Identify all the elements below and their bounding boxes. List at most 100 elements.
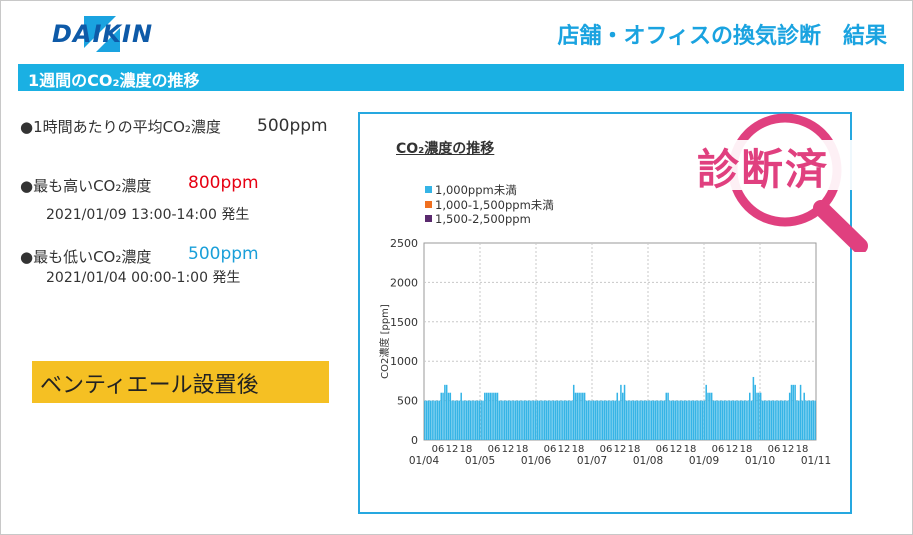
bar — [683, 400, 686, 440]
bar — [759, 392, 762, 440]
bar — [554, 400, 557, 440]
bar — [523, 400, 526, 440]
bar — [651, 400, 653, 440]
x-hour-tick-label: 06 — [656, 444, 669, 455]
bar — [456, 400, 459, 440]
callout-label: ベンティエール設置後 — [40, 373, 259, 398]
bar — [710, 392, 713, 440]
bar — [600, 400, 602, 440]
bar — [700, 400, 702, 440]
bar — [447, 392, 450, 440]
bar — [611, 400, 613, 440]
bar — [431, 400, 433, 440]
y-tick-label: 1000 — [390, 355, 418, 368]
x-hour-tick-label: 06 — [600, 444, 613, 455]
bar — [692, 400, 695, 440]
bar — [547, 400, 550, 440]
min-co2-value: 500ppm — [188, 244, 259, 264]
bar — [464, 400, 466, 440]
bar — [605, 400, 608, 440]
bar — [458, 400, 461, 440]
bar — [542, 400, 544, 440]
bar — [531, 400, 533, 440]
min-co2-label: ●最も低いCO₂濃度 — [20, 248, 152, 266]
bar — [783, 400, 785, 440]
y-tick-label: 1500 — [390, 316, 418, 329]
bar — [750, 400, 753, 440]
avg-co2-value: 500ppm — [257, 116, 328, 136]
bar — [636, 400, 638, 440]
bar — [525, 400, 528, 440]
bar — [585, 400, 588, 440]
bar — [803, 392, 805, 440]
bar — [689, 400, 691, 440]
bar — [681, 400, 684, 440]
bar — [632, 400, 635, 440]
x-hour-tick-label: 12 — [558, 444, 571, 455]
bar — [643, 400, 646, 440]
legend-swatch — [425, 186, 432, 193]
bar — [749, 392, 751, 440]
bar — [785, 400, 787, 440]
bar — [716, 400, 718, 440]
bar — [719, 400, 722, 440]
bar — [743, 400, 746, 440]
bar — [656, 400, 658, 440]
bar — [603, 400, 606, 440]
bar — [480, 400, 482, 440]
bar — [572, 384, 575, 440]
bar — [661, 400, 664, 440]
bar — [670, 400, 673, 440]
bar — [592, 400, 595, 440]
bar — [596, 400, 599, 440]
bar — [761, 400, 764, 440]
chart-title: CO₂濃度の推移 — [396, 141, 495, 157]
x-hour-tick-label: 12 — [670, 444, 683, 455]
bar — [607, 400, 609, 440]
x-hour-tick-label: 18 — [740, 444, 753, 455]
bar — [805, 400, 807, 440]
bar — [696, 400, 698, 440]
x-hour-tick-label: 18 — [684, 444, 697, 455]
bar — [594, 400, 597, 440]
bar — [752, 376, 755, 440]
bar — [485, 392, 488, 440]
bar — [591, 400, 593, 440]
bar — [654, 400, 657, 440]
bar — [627, 400, 629, 440]
bar — [427, 400, 430, 440]
bar — [767, 400, 769, 440]
bar — [493, 392, 495, 440]
legend-label: 1,000ppm未満 — [435, 183, 517, 197]
bar — [758, 392, 760, 440]
bar — [701, 400, 704, 440]
bar — [451, 400, 453, 440]
bar — [540, 400, 542, 440]
bar — [631, 400, 633, 440]
bar — [444, 384, 446, 440]
bar — [796, 400, 798, 440]
x-hour-tick-label: 12 — [782, 444, 795, 455]
bar — [491, 392, 493, 440]
x-hour-tick-label: 12 — [502, 444, 515, 455]
bar — [765, 400, 767, 440]
bar — [516, 400, 519, 440]
x-hour-tick-label: 06 — [432, 444, 445, 455]
bar — [665, 392, 668, 440]
plot-area — [423, 242, 817, 441]
bar — [558, 400, 560, 440]
bar — [449, 392, 452, 440]
x-hour-tick-label: 18 — [628, 444, 641, 455]
bar — [551, 400, 553, 440]
bar — [478, 400, 481, 440]
x-hour-tick-label: 06 — [488, 444, 501, 455]
bar — [433, 400, 435, 440]
bar — [543, 400, 546, 440]
bar — [770, 400, 773, 440]
bar — [814, 400, 816, 440]
bar — [725, 400, 727, 440]
bar — [638, 400, 640, 440]
bar — [754, 384, 756, 440]
bar — [690, 400, 693, 440]
bar — [538, 400, 540, 440]
